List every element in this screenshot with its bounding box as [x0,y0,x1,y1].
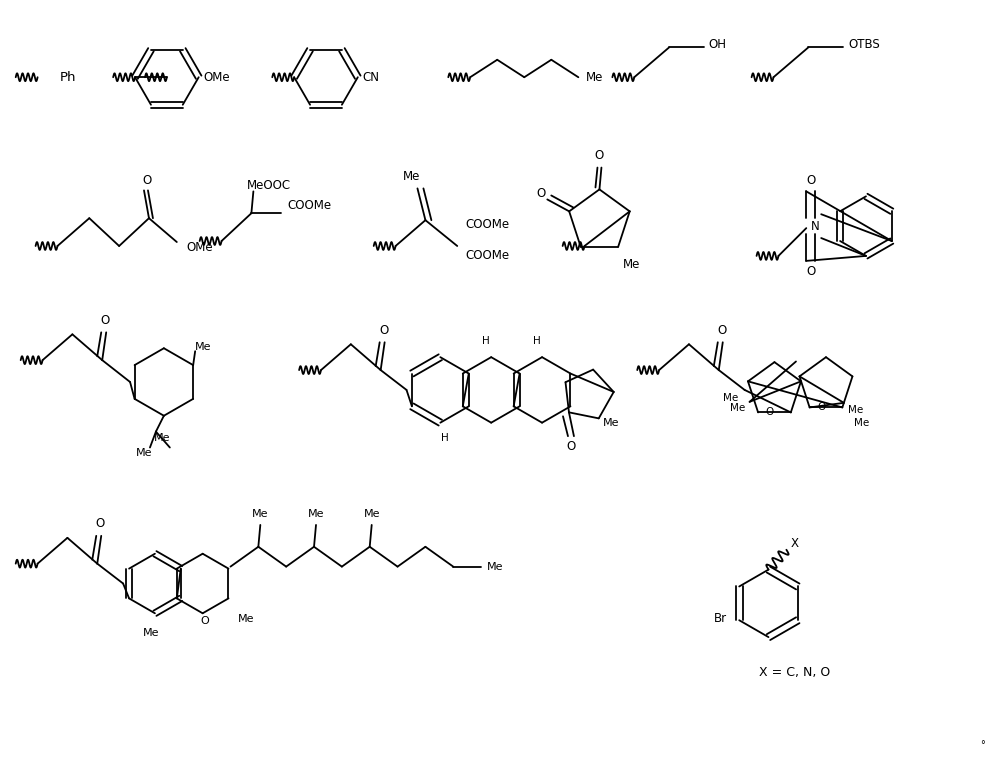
Text: Me: Me [623,258,640,271]
Text: OMe: OMe [187,242,213,255]
Text: O: O [537,187,546,200]
Text: Me: Me [363,509,380,519]
Text: Me: Me [487,562,504,572]
Text: X: X [790,537,798,550]
Text: MeOOC: MeOOC [246,179,291,192]
Text: O: O [807,174,816,187]
Text: Me: Me [252,509,269,519]
Text: °: ° [980,740,985,750]
Text: H: H [441,432,449,442]
Text: COOMe: COOMe [465,217,509,230]
Text: Me: Me [195,342,212,352]
Text: O: O [101,314,110,327]
Text: OMe: OMe [204,71,230,84]
Text: Me: Me [730,403,745,413]
Text: Me: Me [723,393,738,403]
Text: Me: Me [143,628,159,638]
Text: COOMe: COOMe [465,249,509,262]
Text: O: O [566,439,576,453]
Text: X = C, N, O: X = C, N, O [759,667,830,679]
Text: Me: Me [154,432,170,442]
Text: OH: OH [709,38,727,51]
Text: Me: Me [403,170,420,183]
Text: H: H [533,336,541,347]
Text: O: O [96,518,105,530]
Text: Me: Me [603,418,619,428]
Text: Me: Me [586,71,604,84]
Text: Me: Me [308,509,324,519]
Text: H: H [482,336,490,347]
Text: O: O [200,616,209,626]
Text: Me: Me [854,418,869,428]
Text: O: O [717,324,726,337]
Text: Me: Me [237,614,254,624]
Text: Br: Br [714,612,727,625]
Text: O: O [142,174,152,187]
Text: COOMe: COOMe [287,199,331,212]
Text: O: O [817,402,825,412]
Text: OTBS: OTBS [848,38,880,51]
Text: Ph: Ph [59,71,76,84]
Text: N: N [811,220,820,233]
Text: O: O [765,407,774,416]
Text: CN: CN [363,71,380,84]
Text: O: O [379,324,388,337]
Text: O: O [807,265,816,278]
Text: Me: Me [136,448,152,458]
Text: O: O [595,149,604,162]
Text: Me: Me [848,405,863,415]
